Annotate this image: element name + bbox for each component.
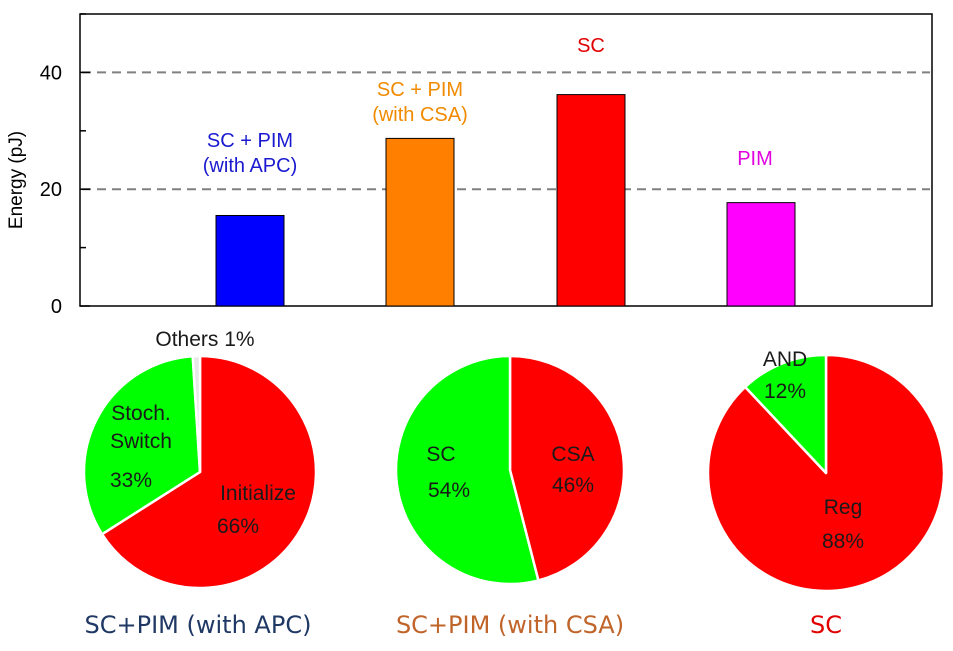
pie-slice-label: Stoch. Switch 33% [110, 402, 172, 492]
pie-chart: Reg 88% AND 12% SC [706, 348, 946, 639]
bar [556, 94, 626, 307]
pie-caption: SC+PIM (with CSA) [396, 611, 624, 639]
pie-slice [394, 354, 540, 586]
bar-label: PIM [737, 148, 773, 170]
y-tick-label: 20 [40, 179, 62, 201]
pie-charts: Initialize 66% Stoch. Switch 33% Others 1% SC+… [82, 328, 946, 639]
pie-slice-label: CSA 46% [551, 443, 594, 497]
pie-slice [508, 354, 626, 582]
y-axis-ticks: 0 20 40 [40, 13, 90, 318]
pie-slice [706, 353, 946, 593]
y-tick-label: 40 [40, 62, 62, 84]
y-axis-label: Energy (pJ) [6, 131, 27, 229]
bar [385, 137, 455, 307]
pie-slice [743, 353, 828, 475]
pie-slice [82, 354, 202, 536]
pie-slice-label: Reg 88% [822, 496, 864, 553]
bars [215, 94, 796, 307]
pie-slice [191, 354, 202, 474]
grid-lines [82, 71, 930, 191]
plot-frame [79, 13, 933, 307]
pie-chart: CSA 46% SC 54% SC+PIM (with CSA) [394, 354, 626, 639]
y-tick-label: 0 [51, 296, 62, 318]
bar-label: SC + PIM (with APC) [203, 130, 297, 177]
bar [726, 202, 796, 307]
pie-slice-label: SC 54% [426, 443, 470, 502]
pie-slice [100, 354, 318, 590]
pie-slice-label: Initialize 66% [217, 482, 296, 538]
bar-labels: SC + PIM (with APC) SC + PIM (with CSA) SC PI… [203, 35, 773, 177]
bar [215, 214, 285, 307]
bar-label: SC [577, 35, 605, 57]
pie-caption: SC+PIM (with APC) [85, 611, 312, 639]
pie-outside-label: Others 1% [155, 328, 254, 351]
pie-caption: SC [810, 611, 842, 639]
pie-chart: Initialize 66% Stoch. Switch 33% Others 1% SC+… [82, 328, 318, 639]
bar-label: SC + PIM (with CSA) [372, 79, 468, 126]
pie-slice-label: AND 12% [763, 348, 807, 403]
bar-chart: 0 20 40 SC + PIM (with APC) SC + PIM (with CS… [6, 13, 933, 318]
